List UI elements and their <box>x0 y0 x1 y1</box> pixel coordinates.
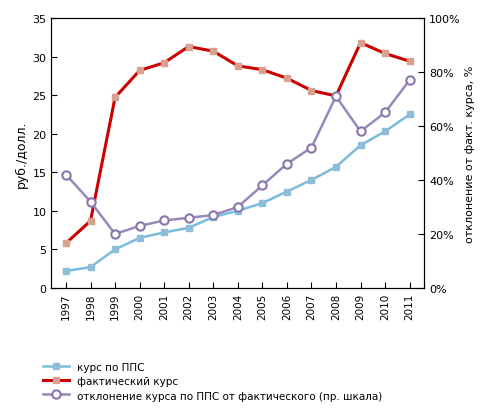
Y-axis label: руб./долл.: руб./долл. <box>15 120 28 187</box>
Y-axis label: отклонение от факт. курса, %: отклонение от факт. курса, % <box>465 65 475 242</box>
Legend: курс по ППС, фактический курс, отклонение курса по ППС от фактического (пр. шкал: курс по ППС, фактический курс, отклонени… <box>40 358 385 404</box>
